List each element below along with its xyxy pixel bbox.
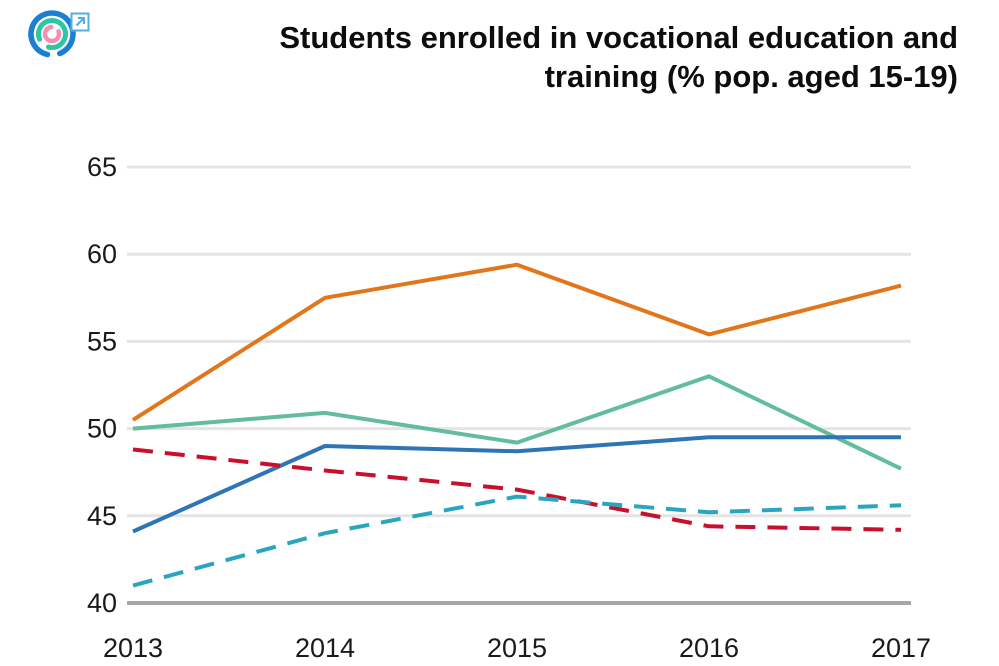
x-tick-label: 2017: [871, 633, 931, 663]
y-tick-label: 45: [87, 501, 117, 531]
x-tick-label: 2013: [103, 633, 163, 663]
y-tick-label: 50: [87, 414, 117, 444]
x-tick-label: 2014: [295, 633, 355, 663]
line-series-blue-solid: [132, 435, 901, 534]
line-series-green-solid: [132, 374, 902, 471]
line-series-cyan-dashed: [132, 494, 902, 588]
y-tick-label: 60: [87, 239, 117, 269]
chart-title-line-2: training (% pop. aged 15-19): [544, 59, 958, 94]
line-series-red-dashed: [132, 447, 902, 532]
y-tick-label: 65: [87, 152, 117, 182]
line-series-orange-solid: [131, 262, 902, 422]
y-tick-label: 55: [87, 326, 117, 356]
y-tick-label: 40: [87, 588, 117, 618]
external-link-icon[interactable]: [70, 12, 90, 32]
x-tick-label: 2016: [679, 633, 739, 663]
x-tick-label: 2015: [487, 633, 547, 663]
app-logo-icon: [28, 10, 76, 58]
chart-title: Students enrolled in vocational educatio…: [178, 18, 958, 96]
chart-title-line-1: Students enrolled in vocational educatio…: [279, 20, 958, 55]
